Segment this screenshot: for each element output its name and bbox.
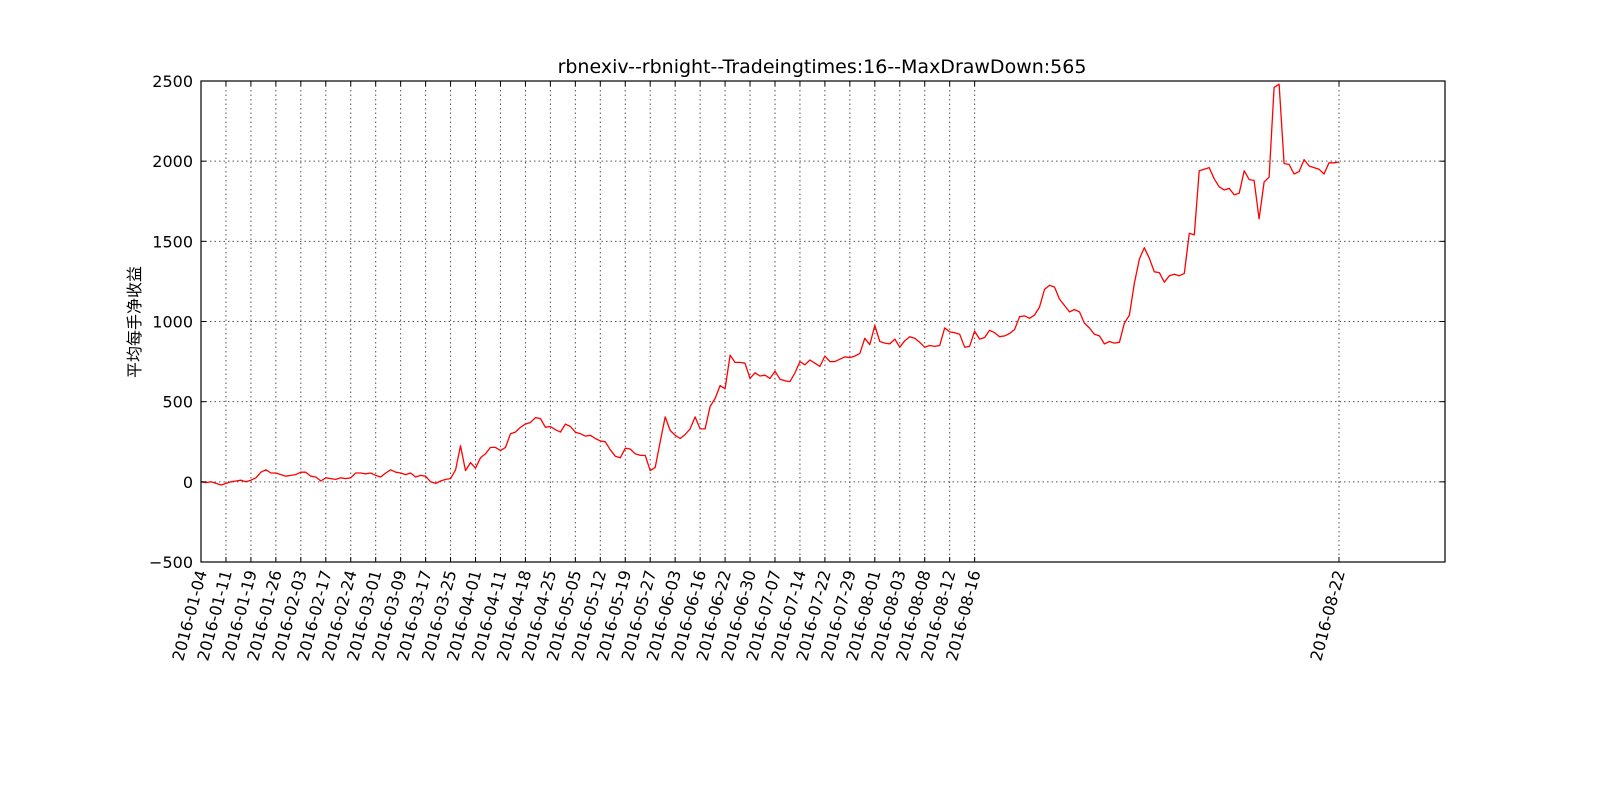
y-tick-label: −500 bbox=[149, 553, 193, 572]
y-tick-label: 2500 bbox=[152, 72, 193, 91]
y-tick-label: 2000 bbox=[152, 152, 193, 171]
y-axis-label: 平均每手净收益 bbox=[125, 266, 144, 378]
chart-title: rbnexiv--rbnight--Tradeingtimes:16--MaxD… bbox=[558, 56, 1087, 78]
y-tick-label: 500 bbox=[162, 393, 193, 412]
grid-lines bbox=[201, 81, 1445, 562]
axis-ticks bbox=[200, 80, 1445, 563]
y-tick-label: 1000 bbox=[152, 313, 193, 332]
series-lines bbox=[200, 83, 1340, 486]
x-tick-labels: 2016-01-042016-01-112016-01-192016-01-26… bbox=[168, 568, 1348, 663]
y-tick-label: 1500 bbox=[152, 232, 193, 251]
y-tick-label: 0 bbox=[183, 473, 193, 492]
x-tick-label: 2016-08-22 bbox=[1306, 568, 1348, 663]
series-line bbox=[200, 83, 1340, 486]
y-tick-labels: −500 0 500 1000 1500 2000 2500 bbox=[149, 72, 193, 572]
